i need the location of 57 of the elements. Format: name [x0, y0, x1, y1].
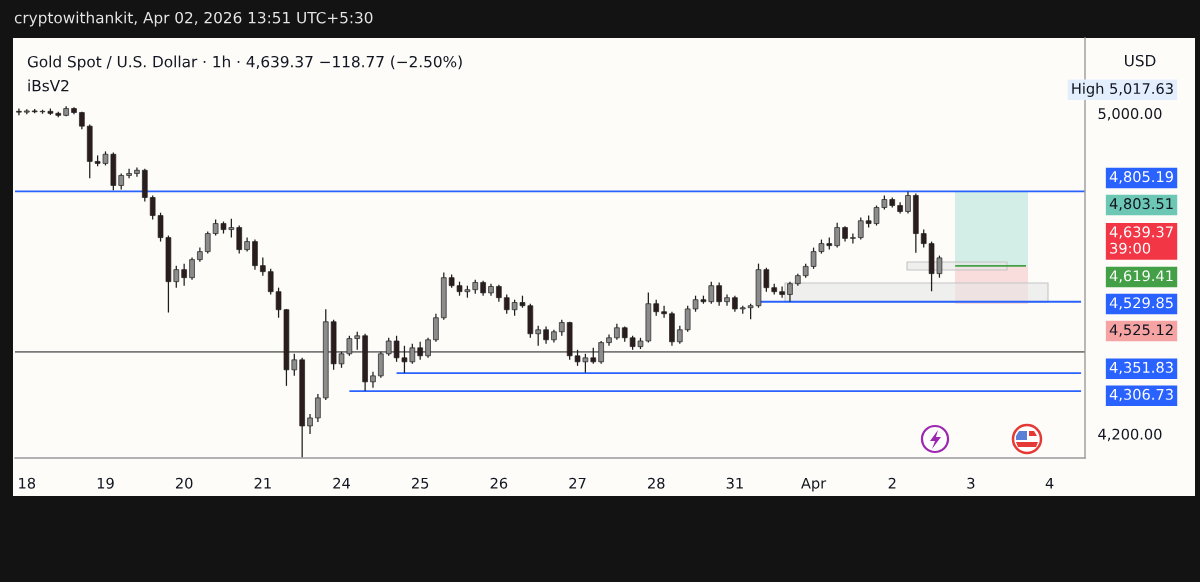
candlestick: [315, 393, 321, 423]
candlestick: [905, 190, 911, 215]
ref-line-label: 4,805.19: [1109, 171, 1173, 184]
text: 4,619.41: [1109, 270, 1173, 283]
x-tick-label: 18: [19, 477, 36, 489]
candlestick: [425, 337, 431, 359]
y-tick-label: 5,000.00: [1098, 108, 1162, 121]
text: 4,639.37: [1109, 226, 1173, 239]
x-tick-label: Apr: [801, 477, 827, 492]
text: 4,529.85: [1109, 297, 1173, 310]
x-tick-label: 26: [490, 477, 508, 489]
text: 4,306.73: [1109, 388, 1173, 402]
text: 39:00: [1110, 242, 1151, 254]
text: Gold Spot / U.S. Dollar · 1h · 4,639.37 −118.77 (−2.50%): [27, 55, 462, 71]
x-tick-label: 20: [175, 477, 193, 489]
text: 4,525.12: [1109, 324, 1173, 337]
candlestick: [535, 325, 541, 347]
candlestick: [378, 351, 384, 379]
candlestick: [417, 341, 423, 361]
candlestick: [189, 256, 195, 281]
candlestick: [724, 293, 730, 307]
x-tick-label: 3: [967, 477, 975, 489]
candlestick: [834, 222, 840, 249]
text: iBsV2: [28, 79, 69, 92]
candlestick: [661, 305, 667, 319]
x-tick-label: 31: [726, 477, 743, 489]
candlestick: [307, 413, 313, 435]
x-tick-label: 4: [1045, 477, 1054, 489]
candlestick: [677, 325, 683, 345]
candlestick: [716, 281, 722, 307]
candlestick: [181, 263, 187, 287]
candlestick: [787, 281, 793, 303]
y-axis-title: USD: [1125, 54, 1156, 67]
x-tick-label: 28: [648, 477, 665, 489]
y-tick-label: 4,200.00: [1098, 428, 1162, 442]
candlestick: [850, 232, 856, 245]
candlestick: [354, 331, 361, 351]
candlestick: [204, 230, 211, 255]
candlestick: [236, 224, 243, 255]
text: 4,351.83: [1109, 361, 1173, 375]
x-tick-label: 21: [254, 477, 271, 489]
x-tick-label: 2: [888, 477, 896, 489]
x-tick-label: 25: [411, 477, 429, 489]
x-tick-label: 27: [569, 477, 586, 489]
candlestick: [433, 313, 439, 343]
candlestick: [260, 256, 266, 277]
annotation: High 5,017.63: [1072, 82, 1173, 97]
candlestick: [598, 340, 604, 365]
text: 4,803.51: [1109, 198, 1173, 211]
candlestick: [134, 166, 140, 178]
candlestick: [503, 293, 510, 315]
text: cryptowithankit, Apr 02, 2026 13:51 UTC+5:30: [14, 11, 373, 27]
candlestick: [126, 168, 132, 179]
candlestick: [779, 285, 785, 299]
x-tick-label: 24: [333, 477, 350, 489]
candlestick: [857, 216, 864, 241]
x-tick-label: 19: [97, 477, 114, 489]
